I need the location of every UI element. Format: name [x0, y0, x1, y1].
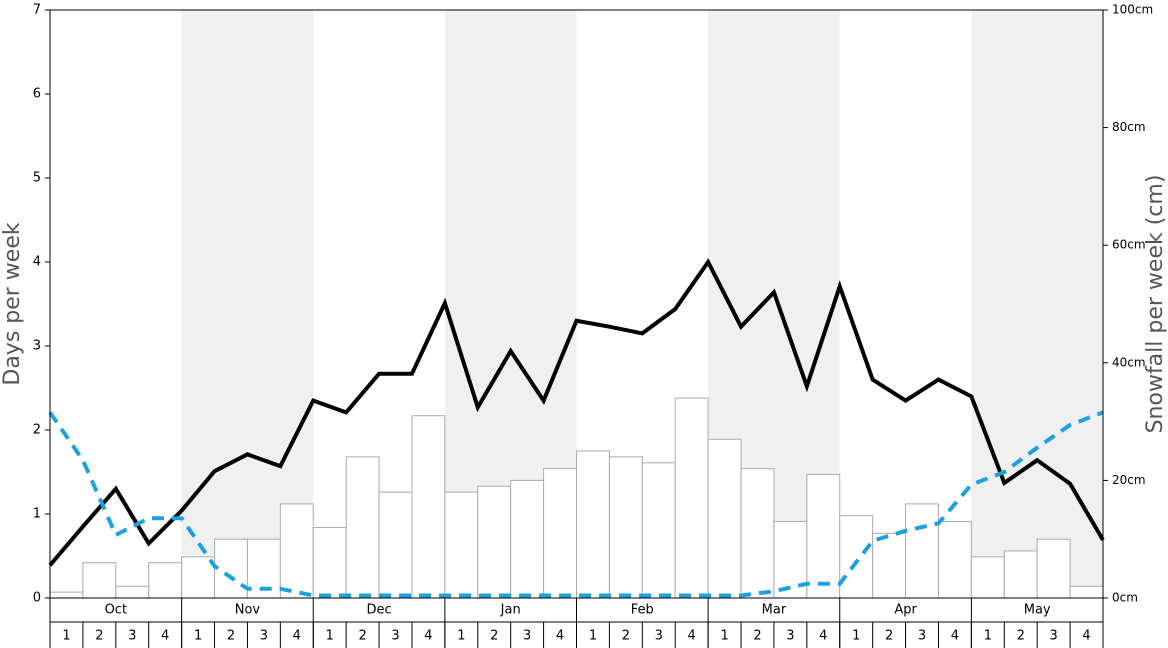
week-label: 4 — [293, 629, 301, 644]
y-axis-label: Days per week — [0, 222, 25, 385]
bar — [148, 562, 183, 599]
month-label: Nov — [235, 603, 261, 618]
week-label: 2 — [227, 629, 235, 644]
month-label: Feb — [631, 603, 654, 618]
week-label: 2 — [885, 629, 893, 644]
week-label: 2 — [622, 629, 630, 644]
bar — [576, 450, 610, 599]
y-tick-label: 5 — [33, 171, 41, 186]
week-label: 4 — [819, 629, 827, 644]
y2-tick-label: 100cm — [1112, 3, 1153, 17]
y-tick-label: 6 — [33, 87, 41, 102]
bar — [740, 468, 775, 599]
bar — [905, 503, 939, 599]
bar — [279, 503, 314, 599]
bar — [641, 462, 676, 599]
dashed-line — [48, 410, 1104, 598]
bar — [477, 485, 512, 599]
month-band — [181, 10, 314, 598]
bar — [181, 556, 216, 599]
week-label: 2 — [753, 629, 761, 644]
week-label: 4 — [1082, 629, 1090, 644]
y-tick-label: 0 — [33, 591, 41, 606]
plot-frame — [49, 9, 1104, 599]
week-label: 1 — [720, 629, 728, 644]
week-label: 3 — [260, 629, 268, 644]
line — [48, 258, 1105, 567]
y-tick-label: 3 — [33, 339, 41, 354]
week-label: 1 — [984, 629, 992, 644]
bar — [214, 538, 248, 599]
week-label: 2 — [490, 629, 498, 644]
bar — [510, 479, 545, 599]
bar — [345, 456, 380, 599]
bar — [1003, 550, 1038, 599]
week-label: 3 — [128, 629, 136, 644]
month-label: May — [1024, 603, 1051, 618]
week-label: 3 — [1050, 629, 1058, 644]
week-label: 4 — [161, 629, 169, 644]
bar — [49, 591, 84, 599]
week-label: 3 — [655, 629, 663, 644]
bar — [970, 556, 1005, 599]
bar — [1036, 538, 1071, 599]
y2-tick-label: 60cm — [1112, 238, 1146, 252]
week-label: 4 — [424, 629, 432, 644]
week-label: 4 — [556, 629, 564, 644]
week-label: 1 — [589, 629, 597, 644]
month-label: Mar — [762, 603, 787, 618]
bar — [872, 532, 907, 599]
week-label: 3 — [918, 629, 926, 644]
y2-axis-label: Snowfall per week (cm) — [1143, 175, 1168, 434]
month-label: Jan — [500, 603, 521, 618]
week-label: 4 — [951, 629, 959, 644]
week-label: 3 — [786, 629, 794, 644]
bar — [608, 456, 643, 599]
y2-tick-label: 40cm — [1112, 355, 1146, 369]
week-label: 3 — [523, 629, 531, 644]
bar — [937, 521, 972, 599]
bar — [312, 526, 347, 599]
y-tick-label: 2 — [33, 423, 41, 438]
bar — [115, 585, 150, 599]
bar — [674, 397, 709, 599]
bar — [444, 491, 479, 599]
bar — [543, 468, 577, 599]
week-label: 1 — [62, 629, 70, 644]
y2-tick-label: 20cm — [1112, 473, 1146, 487]
bar — [839, 515, 874, 599]
week-label: 1 — [326, 629, 334, 644]
week-label: 4 — [688, 629, 696, 644]
week-label: 1 — [457, 629, 465, 644]
bar — [411, 415, 446, 599]
week-label: 2 — [95, 629, 103, 644]
week-label: 1 — [194, 629, 202, 644]
month-label: Oct — [105, 603, 127, 618]
bar — [707, 438, 742, 599]
week-label: 1 — [852, 629, 860, 644]
week-label: 2 — [358, 629, 366, 644]
week-label: 2 — [1017, 629, 1025, 644]
y-tick-label: 4 — [33, 255, 41, 270]
bar — [378, 491, 413, 599]
bar — [82, 562, 117, 599]
bar — [1069, 585, 1104, 599]
y-tick-label: 7 — [33, 3, 41, 18]
bar — [806, 474, 841, 599]
week-label: 3 — [391, 629, 399, 644]
month-label: Dec — [366, 603, 391, 618]
y-tick-label: 1 — [33, 507, 41, 522]
month-label: Apr — [894, 603, 917, 618]
y2-tick-label: 80cm — [1112, 120, 1146, 134]
y2-tick-label: 0cm — [1112, 591, 1138, 605]
